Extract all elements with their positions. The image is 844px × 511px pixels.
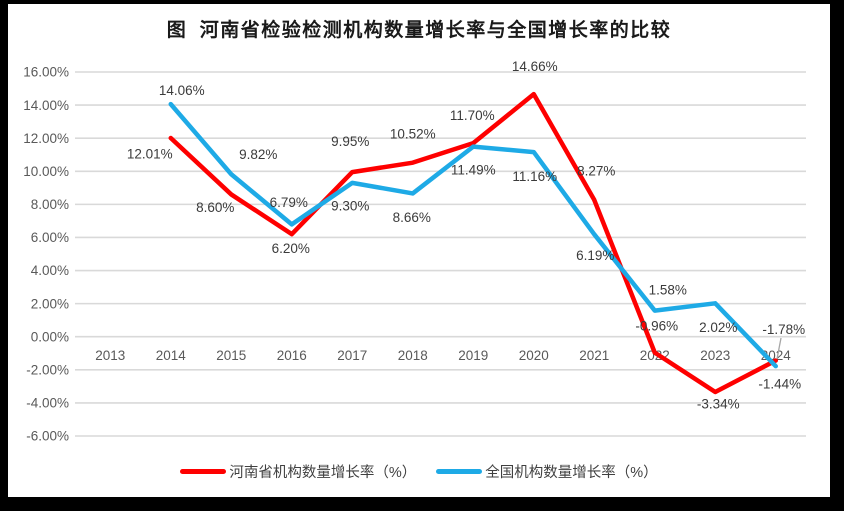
y-axis-tick-label: 0.00% xyxy=(31,329,69,344)
x-axis-tick-label: 2018 xyxy=(398,348,428,363)
legend-label-national: 全国机构数量增长率（%） xyxy=(485,465,658,481)
x-axis-tick-label: 2023 xyxy=(700,348,730,363)
data-label-series-1: -1.78% xyxy=(762,322,805,337)
data-label-series-1: 6.19% xyxy=(576,248,614,263)
data-label-series-0: 8.60% xyxy=(196,200,234,215)
data-label-series-0: 6.20% xyxy=(272,241,310,256)
y-axis-tick-label: 2.00% xyxy=(31,296,69,311)
y-axis-tick-label: -6.00% xyxy=(26,429,69,444)
data-label-series-1: 2.02% xyxy=(699,320,737,335)
x-axis-tick-label: 2013 xyxy=(95,348,125,363)
data-label-series-1: 1.58% xyxy=(649,282,687,297)
data-label-series-1: 11.16% xyxy=(512,169,557,184)
chart-title: 图 河南省检验检测机构数量增长率与全国增长率的比较 xyxy=(166,20,672,41)
y-axis-tick-label: -2.00% xyxy=(26,363,69,378)
data-label-series-1: 6.79% xyxy=(270,195,308,210)
y-axis-tick-label: 10.00% xyxy=(23,164,69,179)
series-line-0 xyxy=(168,91,778,395)
data-label-series-1: 9.30% xyxy=(331,199,369,214)
data-label-series-0: 12.01% xyxy=(127,147,173,162)
chart-legend: 河南省机构数量增长率（%） 全国机构数量增长率（%） xyxy=(8,461,830,482)
data-label-series-1: 8.66% xyxy=(393,210,431,225)
y-axis-tick-label: 4.00% xyxy=(31,263,69,278)
chart-area: 图 河南省检验检测机构数量增长率与全国增长率的比较 16.00% 14.00% 12… xyxy=(8,4,830,497)
series-line-1 xyxy=(168,101,778,369)
data-label-series-0: 8.27% xyxy=(577,164,615,179)
data-label-series-0: 14.66% xyxy=(512,59,558,74)
y-axis-tick-label: 8.00% xyxy=(31,197,69,212)
data-label-series-0: -0.96% xyxy=(635,318,678,333)
data-label-series-1: 9.82% xyxy=(239,147,277,162)
x-axis-tick-label: 2020 xyxy=(519,348,549,363)
legend-label-henan: 河南省机构数量增长率（%） xyxy=(229,465,417,481)
y-axis-tick-label: 12.00% xyxy=(23,131,69,146)
x-axis-tick-label: 2019 xyxy=(458,348,488,363)
x-axis-tick-label: 2015 xyxy=(216,348,246,363)
data-label-series-0: 10.52% xyxy=(390,126,436,141)
legend-line-sample-henan xyxy=(180,469,227,474)
x-axis-tick-label: 2021 xyxy=(579,348,609,363)
data-label-series-1: 11.49% xyxy=(451,162,496,177)
data-label-series-0: 11.70% xyxy=(450,108,495,123)
data-label-series-1: 14.06% xyxy=(159,83,205,98)
y-axis-tick-label: 6.00% xyxy=(31,230,69,245)
y-axis-tick-label: 16.00% xyxy=(23,65,69,80)
x-axis-tick-label: 2014 xyxy=(156,348,187,363)
data-label-leader-line xyxy=(776,337,782,360)
x-axis-tick-label: 2017 xyxy=(337,348,367,363)
x-axis-tick-label: 2016 xyxy=(277,348,307,363)
data-label-series-0: 9.95% xyxy=(331,134,369,149)
y-axis-tick-label: 14.00% xyxy=(23,98,69,113)
y-axis-tick-label: -4.00% xyxy=(26,396,69,411)
data-label-series-0: -1.44% xyxy=(758,376,801,391)
legend-line-sample-national xyxy=(436,469,483,474)
data-label-series-0: -3.34% xyxy=(697,397,740,412)
line-chart-plot: 16.00% 14.00% 12.00% 10.00% 8.00% 6.00% 4.00% 2… xyxy=(23,59,806,444)
